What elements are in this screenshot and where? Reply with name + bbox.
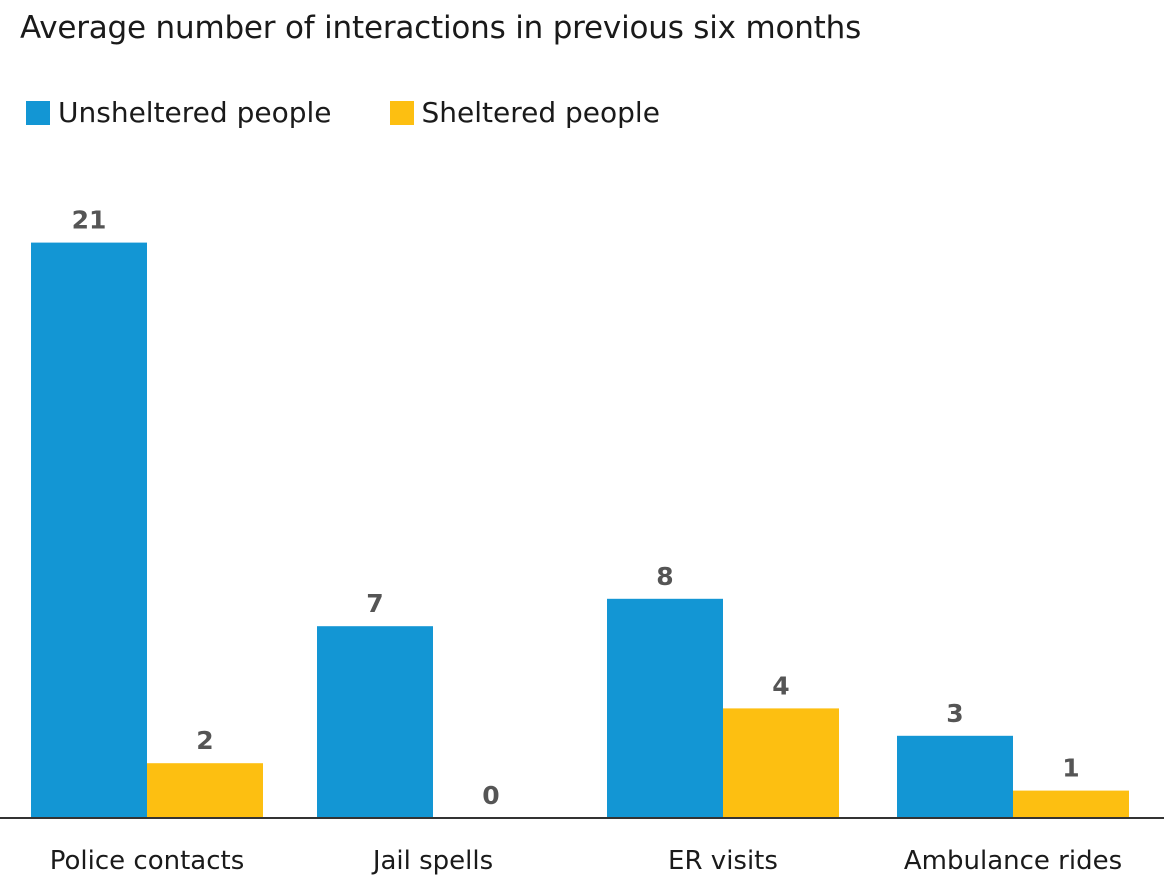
value-label-sheltered-er-visits: 4 (772, 671, 789, 700)
bar-sheltered-police-contacts (147, 763, 263, 818)
value-label-unsheltered-police-contacts: 21 (72, 206, 107, 235)
category-label-police-contacts: Police contacts (50, 846, 245, 876)
legend-item-unsheltered: Unsheltered people (26, 96, 332, 129)
bar-unsheltered-jail-spells (317, 626, 433, 818)
value-label-sheltered-ambulance-rides: 1 (1062, 754, 1079, 783)
bar-unsheltered-er-visits (607, 598, 723, 818)
legend-swatch-sheltered (389, 100, 414, 125)
category-label-ambulance-rides: Ambulance rides (904, 846, 1122, 876)
chart-title: Average number of interactions in previo… (20, 10, 862, 46)
legend-item-sheltered: Sheltered people (389, 96, 660, 129)
legend-swatch-unsheltered (26, 100, 50, 125)
category-label-jail-spells: Jail spells (371, 846, 493, 876)
bar-unsheltered-police-contacts (31, 242, 147, 819)
value-label-unsheltered-ambulance-rides: 3 (946, 699, 963, 728)
value-label-sheltered-jail-spells: 0 (482, 781, 499, 810)
category-label-er-visits: ER visits (668, 846, 778, 876)
value-label-unsheltered-er-visits: 8 (656, 562, 673, 591)
legend-label-sheltered: Sheltered people (421, 96, 660, 129)
bar-sheltered-ambulance-rides (1013, 790, 1129, 818)
legend: Unsheltered people Sheltered people (26, 96, 718, 129)
bar-unsheltered-ambulance-rides (897, 735, 1013, 818)
value-label-sheltered-police-contacts: 2 (196, 726, 213, 755)
bar-sheltered-er-visits (723, 708, 839, 818)
value-label-unsheltered-jail-spells: 7 (366, 589, 383, 618)
legend-label-unsheltered: Unsheltered people (58, 96, 332, 129)
